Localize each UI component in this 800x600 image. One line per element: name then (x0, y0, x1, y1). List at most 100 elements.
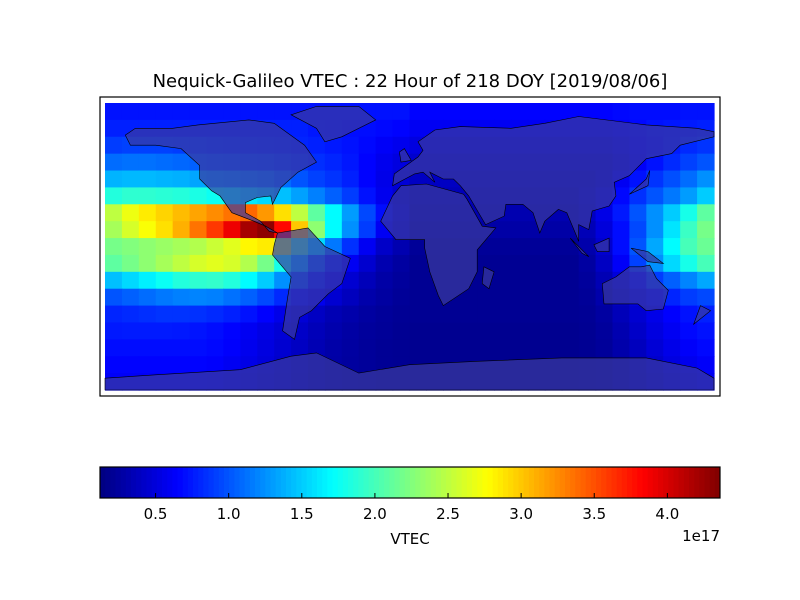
heatmap-cell (189, 339, 208, 357)
heatmap-cell (680, 288, 698, 307)
heatmap-cell (561, 339, 580, 357)
heatmap-cell (358, 136, 377, 155)
heatmap-cell (612, 187, 631, 205)
heatmap-cell (223, 305, 241, 324)
heatmap-cell (595, 339, 614, 357)
heatmap-cell (189, 356, 208, 374)
heatmap-cell (663, 170, 681, 189)
heatmap-cell (511, 305, 529, 324)
colorbar-segment (528, 467, 535, 498)
heatmap-cell (477, 288, 495, 307)
heatmap-cell (121, 322, 140, 340)
heatmap-cell (680, 271, 698, 290)
colorbar-segment (549, 467, 556, 498)
heatmap-cell (291, 187, 309, 205)
heatmap-cell (223, 356, 241, 374)
colorbar-segment (213, 467, 220, 498)
heatmap-cell (663, 322, 681, 340)
heatmap-cell (172, 305, 191, 324)
colorbar-segment (296, 467, 302, 498)
colorbar-segment (714, 467, 721, 498)
heatmap-cell (646, 221, 664, 239)
colorbar-segment (404, 467, 411, 498)
heatmap-cell (105, 238, 123, 256)
heatmap-cell (527, 339, 546, 357)
heatmap-cell (341, 305, 360, 324)
heatmap-cell (494, 221, 512, 239)
heatmap-cell (155, 339, 174, 357)
heatmap-cell (375, 288, 394, 307)
colorbar-segment (146, 467, 153, 498)
colorbar-segment (477, 467, 483, 498)
heatmap-cell (206, 103, 225, 121)
colorbar-segment (291, 467, 297, 498)
colorbar-segment (590, 467, 597, 498)
heatmap-cell (121, 238, 140, 256)
colorbar-segment (544, 467, 550, 498)
heatmap-cell (138, 305, 157, 324)
heatmap-cell (341, 221, 360, 239)
heatmap-cell (697, 238, 715, 256)
colorbar-tick-label: 2.5 (436, 505, 460, 523)
colorbar-segment (141, 467, 147, 498)
heatmap-cell (223, 288, 241, 307)
colorbar-segment (616, 467, 623, 498)
heatmap-cell (663, 187, 681, 205)
colorbar-segment (373, 467, 380, 498)
heatmap-cell (105, 153, 123, 172)
heatmap-cell (544, 288, 563, 307)
colorbar-segment (286, 467, 292, 498)
heatmap-cell (172, 103, 191, 121)
heatmap-cell (494, 339, 512, 357)
heatmap-cell (105, 288, 123, 307)
heatmap-cell (105, 305, 123, 324)
heatmap-cell (629, 204, 647, 222)
heatmap-cell (189, 271, 208, 290)
landmass-africa (380, 183, 497, 307)
heatmap-cell (460, 288, 478, 307)
heatmap-cell (697, 271, 715, 290)
heatmap-cell (663, 339, 681, 357)
heatmap-cell (612, 322, 631, 340)
heatmap-cell (121, 103, 140, 121)
colorbar-segment (156, 467, 163, 498)
heatmap-cell (511, 288, 529, 307)
heatmap-cell (291, 339, 309, 357)
heatmap-cell (426, 305, 444, 324)
colorbar-segment (621, 467, 628, 498)
colorbar-segment (627, 467, 633, 498)
heatmap-cell (578, 322, 597, 340)
colorbar-segment (229, 467, 235, 498)
heatmap-cell (409, 271, 428, 290)
colorbar-segment (446, 467, 452, 498)
colorbar-segment (601, 467, 607, 498)
heatmap-cell (155, 103, 174, 121)
heatmap-cell (612, 305, 631, 324)
colorbar-segment (647, 467, 654, 498)
heatmap-cell (578, 271, 597, 290)
landmass-britain (399, 148, 412, 163)
colorbar-segment (606, 467, 612, 498)
colorbar-segment (441, 467, 447, 498)
heatmap-cell (663, 103, 681, 121)
chart-title: Nequick-Galileo VTEC : 22 Hour of 218 DO… (152, 71, 668, 92)
heatmap-cell (697, 288, 715, 307)
heatmap-cell (375, 153, 394, 172)
colorbar-tick-label: 3.5 (582, 505, 606, 523)
landmass-sumatra (569, 237, 590, 257)
heatmap-cell (155, 305, 174, 324)
heatmap-cell (324, 322, 343, 340)
heatmap-cell (341, 238, 360, 256)
colorbar-segment (466, 467, 473, 498)
heatmap-cell (544, 305, 563, 324)
heatmap-cell (121, 339, 140, 357)
heatmap-cell (697, 254, 715, 273)
heatmap-cell (443, 305, 461, 324)
heatmap-cell (477, 339, 495, 357)
heatmap-cell (375, 238, 394, 256)
heatmap-cell (172, 271, 191, 290)
heatmap-cell (511, 254, 529, 273)
colorbar-segment (539, 467, 545, 498)
colorbar-segment (663, 467, 669, 498)
heatmap-cell (561, 254, 580, 273)
